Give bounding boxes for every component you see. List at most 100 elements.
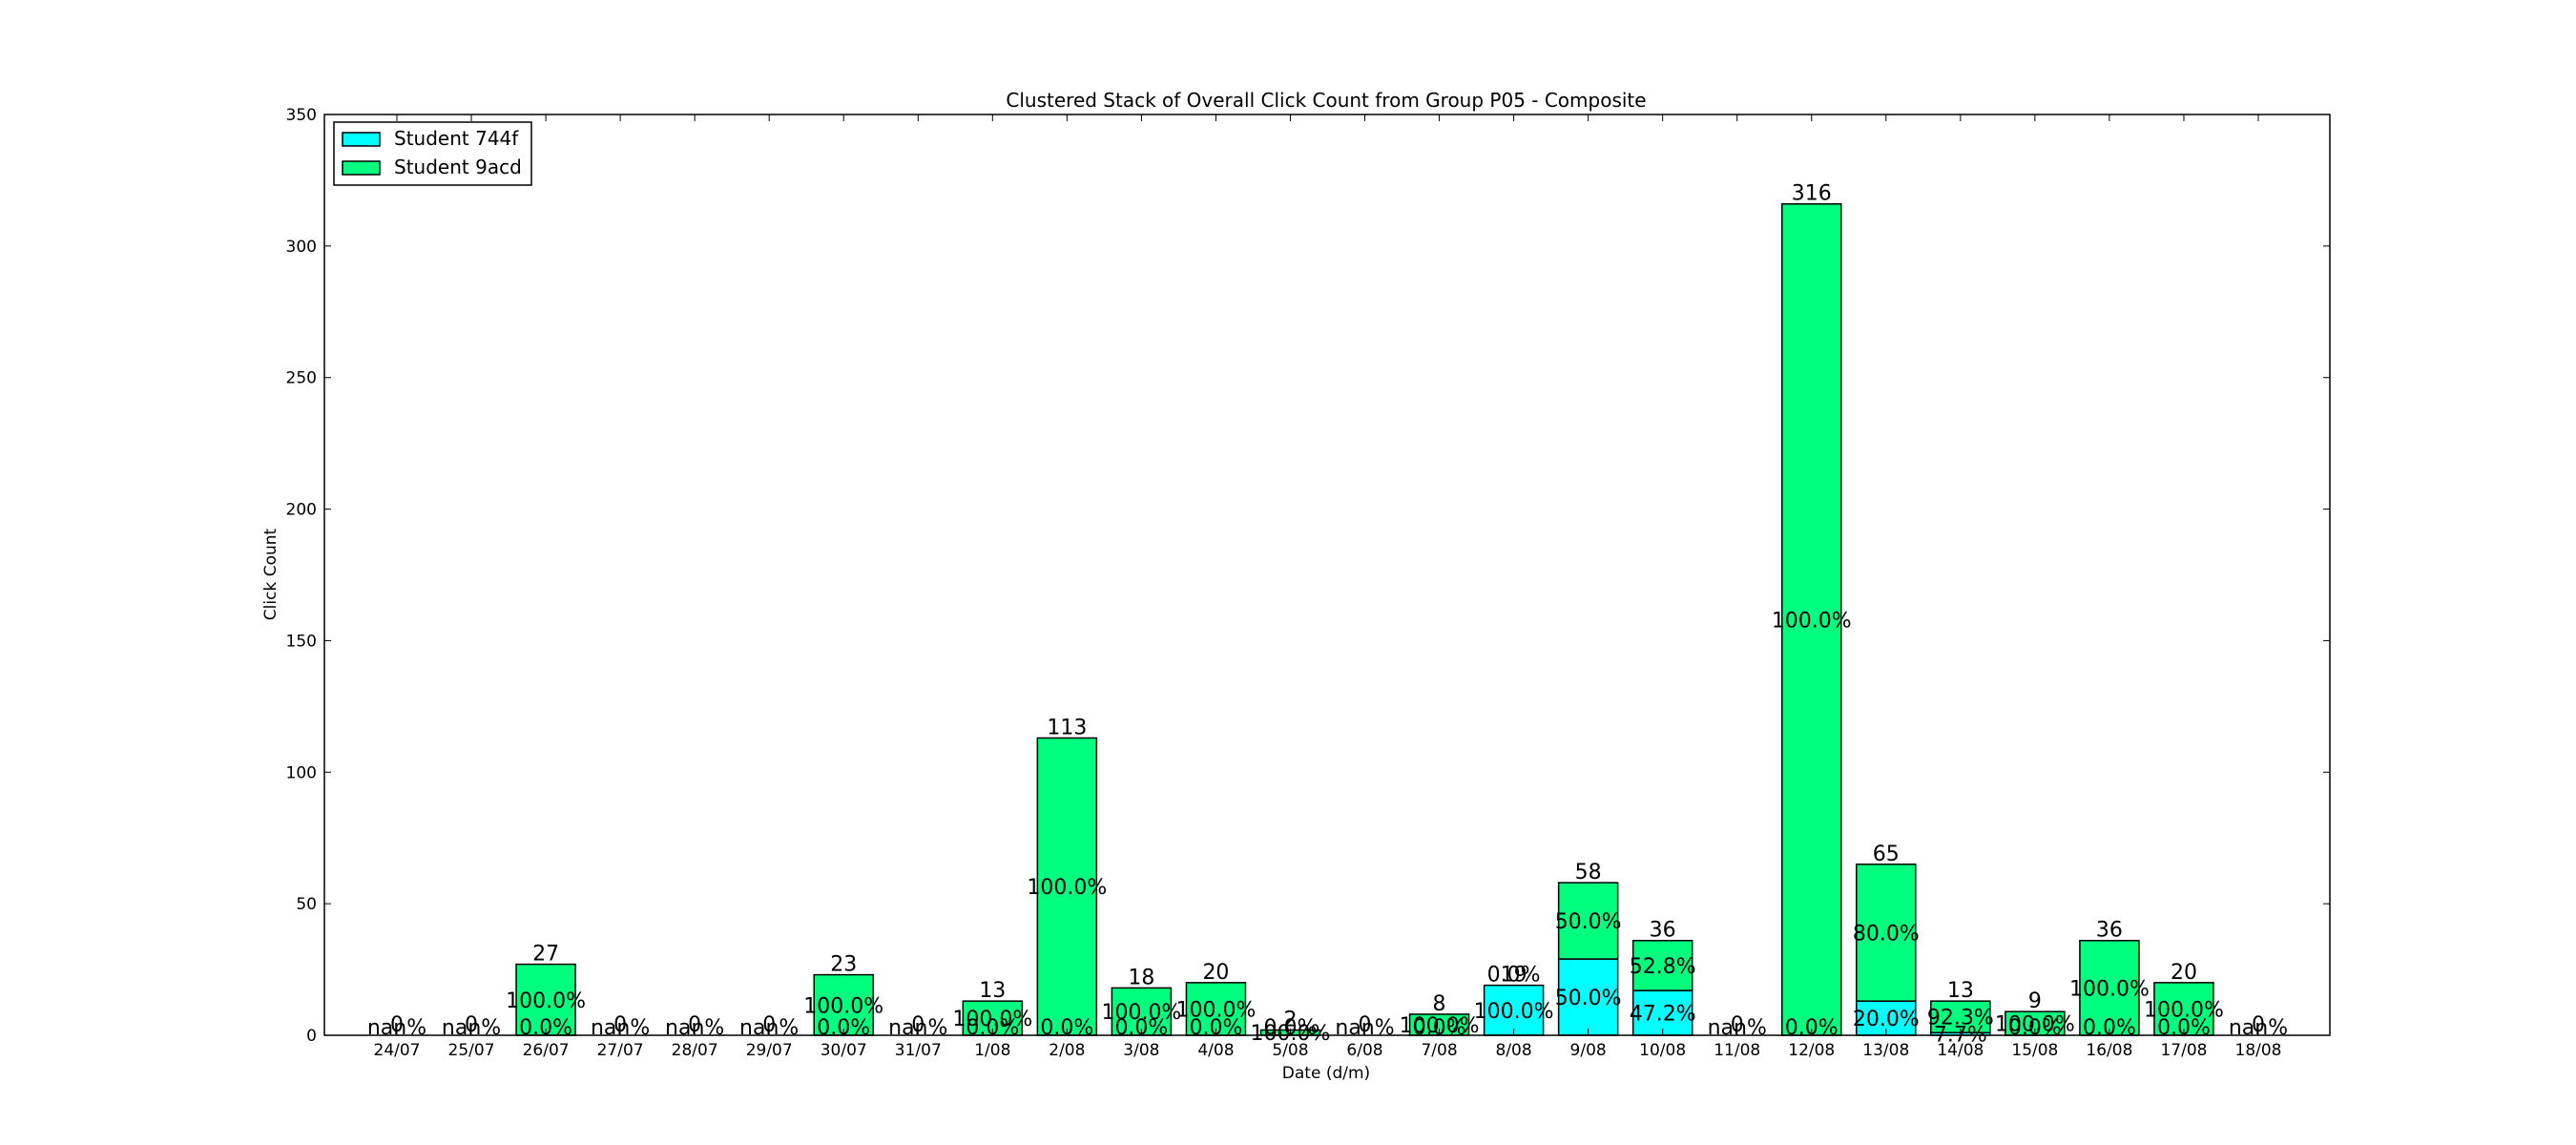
pct-label-student-744f: 0.0%: [966, 1016, 1019, 1040]
legend-label-student-744f: Student 744f: [394, 127, 519, 150]
total-label: 13: [979, 979, 1006, 1003]
axes-layer: 24/07 25/07 26/07 27/07 28/07 29/07 30/07 31/07…: [286, 106, 2331, 1060]
x-tick-label: 25/07: [448, 1041, 495, 1060]
x-tick-label: 31/07: [895, 1041, 942, 1060]
y-tick-label: 150: [286, 632, 317, 651]
y-axis-label: Click Count: [261, 528, 280, 620]
y-tick-label: 300: [286, 238, 317, 257]
total-label: 0: [688, 1013, 701, 1037]
pct-label-student-744f: 0.0%: [817, 1016, 870, 1040]
legend-swatch-student-9acd: [342, 160, 381, 176]
pct-label-student-744f: 0.0%: [1264, 1016, 1318, 1040]
total-label: 23: [830, 953, 857, 977]
y-tick-label: 50: [296, 895, 317, 914]
total-label: 316: [1792, 182, 1832, 206]
x-tick-label: 3/08: [1123, 1041, 1159, 1060]
bar-student-9acd-4-08: [1185, 982, 1247, 1036]
x-tick-label: 1/08: [974, 1041, 1010, 1060]
x-tick-label: 17/08: [2160, 1041, 2207, 1060]
bar-student-744f-10-08: [1631, 989, 1693, 1036]
x-tick-label: 16/08: [2086, 1041, 2132, 1060]
bar-student-9acd-9-08: [1557, 882, 1619, 960]
pct-label-student-744f: 0.0%: [2008, 1016, 2062, 1040]
x-axis-label: Date (d/m): [1282, 1064, 1370, 1083]
x-tick-label: 24/07: [374, 1041, 421, 1060]
y-tick-label: 250: [286, 369, 317, 388]
pct-label-student-744f: 0.0%: [1040, 1016, 1093, 1040]
bar-student-9acd-16-08: [2079, 939, 2140, 1036]
pct-label-student-9acd: 92.3%: [1927, 1007, 1994, 1030]
x-tick-label: 26/07: [523, 1041, 570, 1060]
legend: Student 744f Student 9acd: [333, 121, 532, 186]
x-tick-label: 5/08: [1272, 1041, 1308, 1060]
pct-label-student-744f: nan%: [1708, 1016, 1767, 1040]
total-label: 113: [1047, 716, 1087, 739]
x-tick-label: 18/08: [2235, 1041, 2282, 1060]
pct-label-student-744f: nan%: [1335, 1016, 1394, 1040]
pct-label-student-9acd: 100.0%: [506, 989, 586, 1013]
pct-label-student-744f: nan%: [2229, 1016, 2288, 1040]
bar-student-9acd-13-08: [1856, 864, 1917, 1002]
x-tick-label: 28/07: [672, 1041, 718, 1060]
pct-label-student-744f: 20.0%: [1853, 1008, 1920, 1031]
pct-label-student-744f: nan%: [442, 1016, 501, 1040]
total-label: 20: [1202, 961, 1229, 985]
total-label: 20: [2171, 961, 2197, 985]
x-tick-label: 30/07: [821, 1041, 867, 1060]
x-tick-label: 14/08: [1937, 1041, 1984, 1060]
x-tick-label: 27/07: [597, 1041, 644, 1060]
pct-label-student-9acd: 0.0%: [1487, 964, 1541, 988]
y-tick-label: 100: [286, 763, 317, 782]
pct-label-student-744f: nan%: [367, 1016, 426, 1040]
pct-label-student-9acd: 80.0%: [1853, 922, 1920, 946]
pct-label-student-9acd: 52.8%: [1630, 955, 1696, 979]
x-tick-label: 2/08: [1049, 1041, 1085, 1060]
total-label: 0: [911, 1013, 924, 1037]
pct-label-student-9acd: 100.0%: [2144, 998, 2224, 1022]
pct-label-student-744f: nan%: [665, 1016, 724, 1040]
total-label: 0: [762, 1013, 776, 1037]
bar-student-9acd-2-08: [1036, 737, 1098, 1036]
y-tick-label: 350: [286, 106, 317, 125]
pct-label-student-9acd: 100.0%: [1101, 1001, 1181, 1025]
x-tick-label: 12/08: [1788, 1041, 1835, 1060]
x-tick-label: 9/08: [1570, 1041, 1607, 1060]
x-tick-label: 29/07: [746, 1041, 793, 1060]
bar-student-9acd-26-07: [515, 963, 576, 1036]
y-tick-label: 0: [306, 1027, 317, 1046]
x-tick-label: 4/08: [1197, 1041, 1234, 1060]
x-tick-label: 8/08: [1496, 1041, 1532, 1060]
pct-label-student-744f: 0.0%: [1785, 1016, 1839, 1040]
x-tick-label: 15/08: [2011, 1041, 2058, 1060]
pct-label-student-744f: 0.0%: [1114, 1016, 1168, 1040]
bar-student-9acd-10-08: [1631, 939, 1693, 991]
x-tick-label: 6/08: [1346, 1041, 1382, 1060]
pct-label-student-9acd: 100.0%: [1772, 609, 1852, 633]
total-label: 36: [1650, 919, 1676, 943]
x-tick-label: 10/08: [1639, 1041, 1686, 1060]
legend-swatch-student-744f: [342, 132, 381, 147]
pct-label-student-744f: 50.0%: [1555, 987, 1622, 1010]
total-label: 36: [2096, 919, 2123, 943]
pct-label-student-9acd: 100.0%: [1175, 998, 1256, 1022]
pct-label-student-744f: 0.0%: [519, 1016, 572, 1040]
plot-frame: [323, 114, 2331, 1036]
pct-label-student-744f: nan%: [591, 1016, 650, 1040]
pct-label-student-744f: 0.0%: [2157, 1016, 2211, 1040]
pct-label-student-9acd: 100.0%: [2069, 977, 2150, 1001]
total-label: 0: [1731, 1013, 1744, 1037]
total-label: 18: [1128, 966, 1154, 989]
pct-label-student-744f: 47.2%: [1630, 1003, 1696, 1027]
pct-label-student-744f: nan%: [888, 1016, 947, 1040]
total-label: 19: [1501, 964, 1527, 988]
pct-label-student-9acd: 100.0%: [1027, 876, 1107, 900]
bar-student-9acd-12-08: [1781, 202, 1842, 1036]
x-tick-label: 13/08: [1862, 1041, 1909, 1060]
pct-label-student-9acd: 100.0%: [952, 1008, 1032, 1031]
y-tick-label: 200: [286, 501, 317, 520]
total-label: 65: [1873, 843, 1900, 866]
total-label: 0: [1359, 1013, 1372, 1037]
x-tick-label: 7/08: [1421, 1041, 1457, 1060]
